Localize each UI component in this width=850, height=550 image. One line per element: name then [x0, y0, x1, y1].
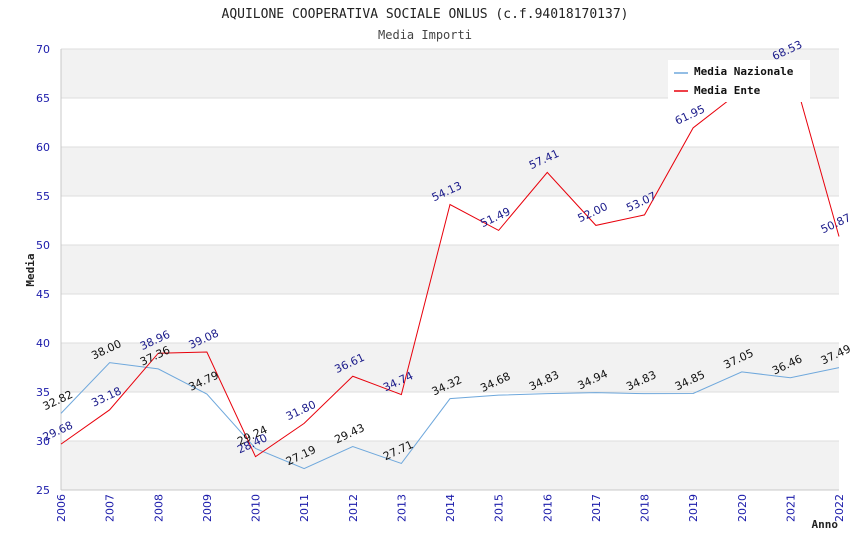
- y-axis-label: Media: [24, 253, 37, 286]
- legend-label-media-ente: Media Ente: [694, 84, 761, 97]
- x-tick-label: 2020: [736, 494, 749, 522]
- y-tick-label: 60: [36, 141, 50, 154]
- x-tick-label: 2009: [201, 494, 214, 522]
- y-tick-label: 35: [36, 386, 50, 399]
- y-tick-label: 55: [36, 190, 50, 203]
- x-tick-label: 2007: [104, 494, 117, 522]
- x-tick-label: 2022: [833, 494, 846, 522]
- legend-background: [668, 60, 810, 102]
- grid-band: [61, 147, 839, 196]
- data-label: 31.80: [284, 398, 318, 423]
- x-tick-label: 2016: [541, 494, 554, 522]
- y-tick-label: 70: [36, 43, 50, 56]
- series-line-media-ente: [60, 62, 840, 458]
- grid-lines: [61, 48, 839, 491]
- data-label: 61.95: [673, 103, 707, 128]
- x-tick-label: 2008: [152, 494, 165, 522]
- y-tick-label: 50: [36, 239, 50, 252]
- legend-label-media-nazionale: Media Nazionale: [694, 65, 794, 78]
- x-tick-label: 2006: [55, 494, 68, 522]
- chart-subtitle: Media Importi: [378, 28, 472, 42]
- x-tick-label: 2015: [493, 494, 506, 522]
- x-tick-labels: 2006 2007 2008 2009 2010 2011 2012 2013 2014 2015…: [55, 494, 846, 522]
- x-tick-label: 2021: [784, 494, 797, 522]
- axes: [60, 49, 839, 491]
- x-tick-label: 2010: [250, 494, 263, 522]
- y-tick-label: 65: [36, 92, 50, 105]
- x-tick-label: 2017: [590, 494, 603, 522]
- x-axis-label: Anno: [812, 518, 839, 531]
- x-tick-label: 2014: [444, 494, 457, 522]
- data-label: 29.68: [41, 419, 75, 444]
- y-tick-labels: 25 30 35 40 45 50 55 60 65 70: [36, 43, 50, 497]
- x-tick-label: 2019: [687, 494, 700, 522]
- series-line-media-nazionale: [60, 362, 840, 470]
- grid-band: [61, 343, 839, 392]
- series-lines: [60, 62, 840, 470]
- x-tick-label: 2013: [395, 494, 408, 522]
- grid-band: [61, 245, 839, 294]
- x-tick-label: 2018: [639, 494, 652, 522]
- data-label: 51.49: [478, 205, 512, 230]
- grid-bands: [61, 49, 839, 490]
- y-tick-label: 30: [36, 435, 50, 448]
- y-tick-label: 45: [36, 288, 50, 301]
- grid-band: [61, 441, 839, 490]
- x-tick-label: 2011: [298, 494, 311, 522]
- x-tick-label: 2012: [347, 494, 360, 522]
- y-tick-label: 40: [36, 337, 50, 350]
- legend: Media Nazionale Media Ente: [668, 60, 810, 102]
- y-tick-label: 25: [36, 484, 50, 497]
- data-label: 50.87: [819, 211, 850, 236]
- chart-title: AQUILONE COOPERATIVA SOCIALE ONLUS (c.f.…: [222, 7, 629, 22]
